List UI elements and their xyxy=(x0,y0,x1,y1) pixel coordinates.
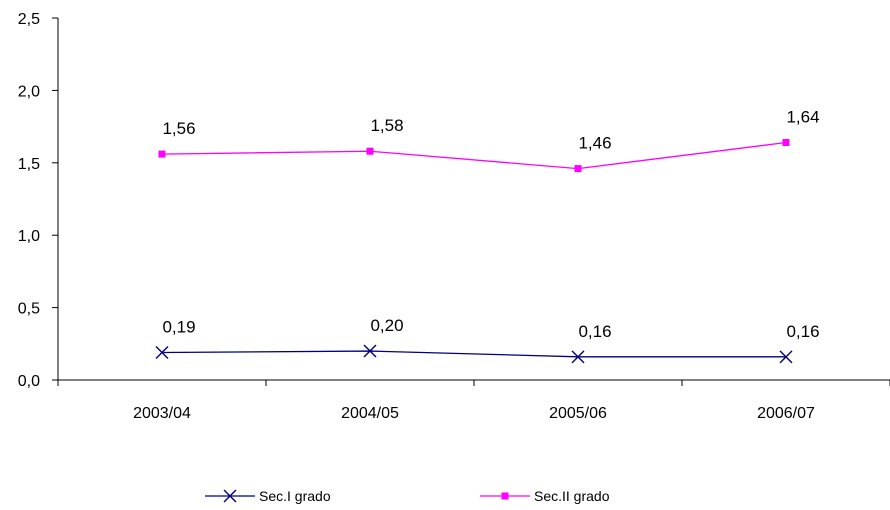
data-labels: 0,19 0,20 0,16 0,16 1,56 1,58 1,46 1,64 xyxy=(162,108,819,341)
data-label: 0,19 xyxy=(162,317,195,336)
line-chart: 0,0 0,5 1,0 1,5 2,0 2,5 2003/04 2004/05 2005/06 2… xyxy=(18,11,890,422)
series-line-2 xyxy=(161,141,787,170)
data-point xyxy=(574,165,582,173)
data-label: 0,16 xyxy=(578,322,611,341)
y-tick-label: 2,5 xyxy=(18,11,40,28)
data-point xyxy=(158,150,166,158)
data-label: 0,16 xyxy=(786,322,819,341)
data-label: 1,58 xyxy=(370,116,403,135)
legend: Sec.I grado Sec.II grado xyxy=(0,484,890,508)
data-point xyxy=(363,344,377,358)
legend-label: Sec.II grado xyxy=(534,488,610,504)
data-point xyxy=(155,345,169,359)
legend-item: Sec.I grado xyxy=(205,484,331,508)
data-point xyxy=(366,147,374,155)
data-label: 0,20 xyxy=(370,316,403,335)
y-tick-label: 1,5 xyxy=(18,156,40,173)
data-point xyxy=(779,350,793,364)
x-tick-label: 2006/07 xyxy=(757,405,815,422)
data-point xyxy=(571,350,585,364)
data-label: 1,46 xyxy=(578,134,611,153)
y-tick-label: 1,0 xyxy=(18,228,40,245)
x-tick-label: 2004/05 xyxy=(341,405,399,422)
legend-item: Sec.II grado xyxy=(480,484,610,508)
y-tick-label: 0,0 xyxy=(18,373,40,390)
data-point xyxy=(782,139,790,147)
y-tick-label: 2,0 xyxy=(18,83,40,100)
axes: 0,0 0,5 1,0 1,5 2,0 2,5 2003/04 2004/05 2005/06 2… xyxy=(18,11,890,422)
legend-label: Sec.I grado xyxy=(259,488,331,504)
legend-symbol xyxy=(480,492,530,500)
x-tick-label: 2005/06 xyxy=(549,405,607,422)
y-tick-label: 0,5 xyxy=(18,301,40,318)
data-label: 1,64 xyxy=(786,108,819,127)
legend-symbol xyxy=(205,489,255,503)
series-line-1 xyxy=(161,350,786,358)
x-tick-label: 2003/04 xyxy=(133,405,191,422)
data-label: 1,56 xyxy=(162,119,195,138)
series-layer xyxy=(155,139,793,364)
